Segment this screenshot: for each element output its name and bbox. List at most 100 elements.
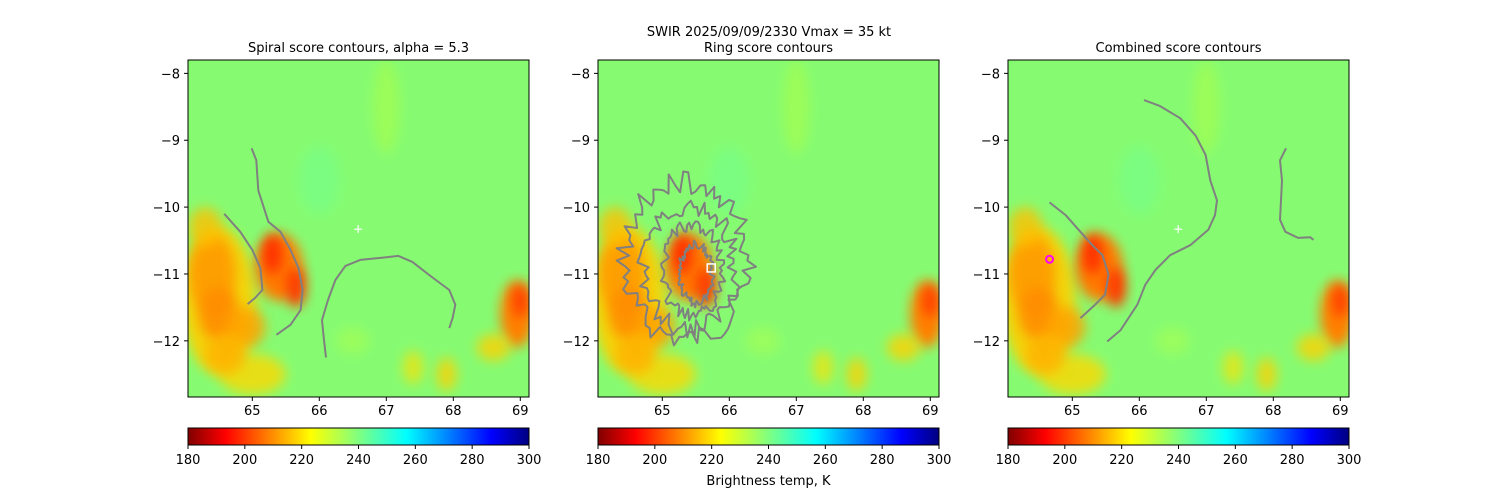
brightness-temp-image [188,60,529,397]
cloud-feature [1025,334,1066,375]
y-tick-label: −9 [161,134,180,149]
cloud-feature [1223,350,1244,385]
colorbar-tick-label: 200 [1052,453,1077,468]
cloud-feature [476,334,511,361]
y-tick-label: −12 [973,335,1000,350]
x-tick-label: 69 [512,404,529,419]
colorbar-tick-label: 260 [403,453,428,468]
colorbar-tick-label: 240 [346,453,371,468]
cloud-feature [1256,357,1277,392]
colorbar-tick-label: 260 [1223,453,1248,468]
colorbar-tick-label: 300 [1337,453,1362,468]
colorbar-tick-label: 180 [176,453,201,468]
colorbar-tick-label: 280 [460,453,485,468]
panel-title: Combined score contours [1096,41,1262,56]
cloud-feature [188,207,223,248]
cloud-feature [598,207,633,248]
cloud-feature [886,334,921,361]
x-tick-label: 65 [1064,404,1081,419]
colorbar-tick-label: 220 [699,453,724,468]
x-tick-label: 66 [721,404,738,419]
cloud-feature [922,283,939,318]
x-tick-label: 66 [1131,404,1148,419]
cloud-feature [512,283,529,318]
y-tick-label: −11 [973,268,1000,283]
axes-frame [597,59,940,398]
cloud-feature [1296,334,1331,361]
panel-title: Ring score contours [704,41,833,56]
colorbar-tick-label: 180 [996,453,1021,468]
y-tick-label: −10 [973,201,1000,216]
panel-2: Ring score contours 65 66 67 68 69 −8 −9 −10 −11 −… [563,41,952,489]
x-tick-label: 67 [378,404,395,419]
cloud-feature [1192,60,1220,154]
panel-title: Spiral score contours, alpha = 5.3 [248,41,469,56]
cloud-feature [262,233,283,275]
cloud-feature [403,350,424,385]
y-tick-label: −8 [571,67,590,82]
center-plus-marker [354,225,363,234]
ring-contour [636,199,741,339]
ring-contour [659,220,727,322]
colorbar-gradient [1007,427,1350,446]
colorbar-gradient [187,427,530,446]
panel-3: Combined score contours 65 66 67 68 69 −8 −9 −10… [973,41,1362,468]
contour-line [1106,99,1218,343]
cloud-feature [299,146,340,214]
colorbar: 180 200 220 240 260 280 300 [176,427,541,468]
colorbar-tick-label: 200 [232,453,257,468]
figure-suptitle: SWIR 2025/09/09/2330 Vmax = 35 kt [647,25,891,40]
contour-line [223,213,264,305]
ring-contour [615,170,757,347]
axes-frame [1007,59,1350,398]
ring-contour [677,239,716,309]
colorbar-tick-label: 280 [1280,453,1305,468]
colorbar-tick-label: 260 [813,453,838,468]
y-tick-label: −9 [571,134,590,149]
cloud-feature [1156,327,1190,355]
cloud-feature [372,60,400,154]
cloud-feature [336,327,370,355]
cloud-feature [813,350,834,385]
y-tick-label: −9 [981,134,1000,149]
colorbar-tick-label: 280 [870,453,895,468]
y-tick-label: −11 [153,268,180,283]
contour-line [321,254,457,358]
colorbar: 180 200 220 240 260 280 300 Brightness temp, K [586,427,951,489]
y-tick-label: −8 [161,67,180,82]
colorbar-label: Brightness temp, K [706,474,831,489]
cloud-feature [672,233,693,275]
y-tick-label: −12 [153,335,180,350]
y-tick-label: −11 [563,268,590,283]
cloud-feature [436,357,457,392]
cloud-feature [695,267,716,308]
panel-1: Spiral score contours, alpha = 5.3 65 66 67… [153,41,542,468]
contour-line [1048,201,1110,319]
cloud-feature [846,357,867,392]
center-plus-marker [1174,225,1183,234]
y-tick-label: −8 [981,67,1000,82]
colorbar-tick-label: 180 [586,453,611,468]
cloud-feature [1082,233,1103,275]
cloud-feature [1105,267,1126,308]
colorbar: 180 200 220 240 260 280 300 [996,427,1362,468]
contour-line [1279,147,1315,241]
cloud-feature [615,334,656,375]
cloud-feature [205,334,246,375]
x-tick-label: 67 [788,404,805,419]
x-tick-label: 65 [244,404,261,419]
colorbar-gradient [597,427,940,446]
x-tick-label: 68 [445,404,462,419]
y-tick-label: −12 [563,335,590,350]
axes-frame [187,59,530,398]
cloud-feature [1008,207,1043,248]
y-tick-label: −10 [563,201,590,216]
colorbar-tick-label: 240 [1166,453,1191,468]
brightness-temp-image [598,60,939,397]
colorbar-tick-label: 200 [642,453,667,468]
cloud-feature [782,60,810,154]
x-tick-label: 65 [654,404,671,419]
x-tick-label: 68 [1265,404,1282,419]
ring-center-square-marker [706,263,716,273]
